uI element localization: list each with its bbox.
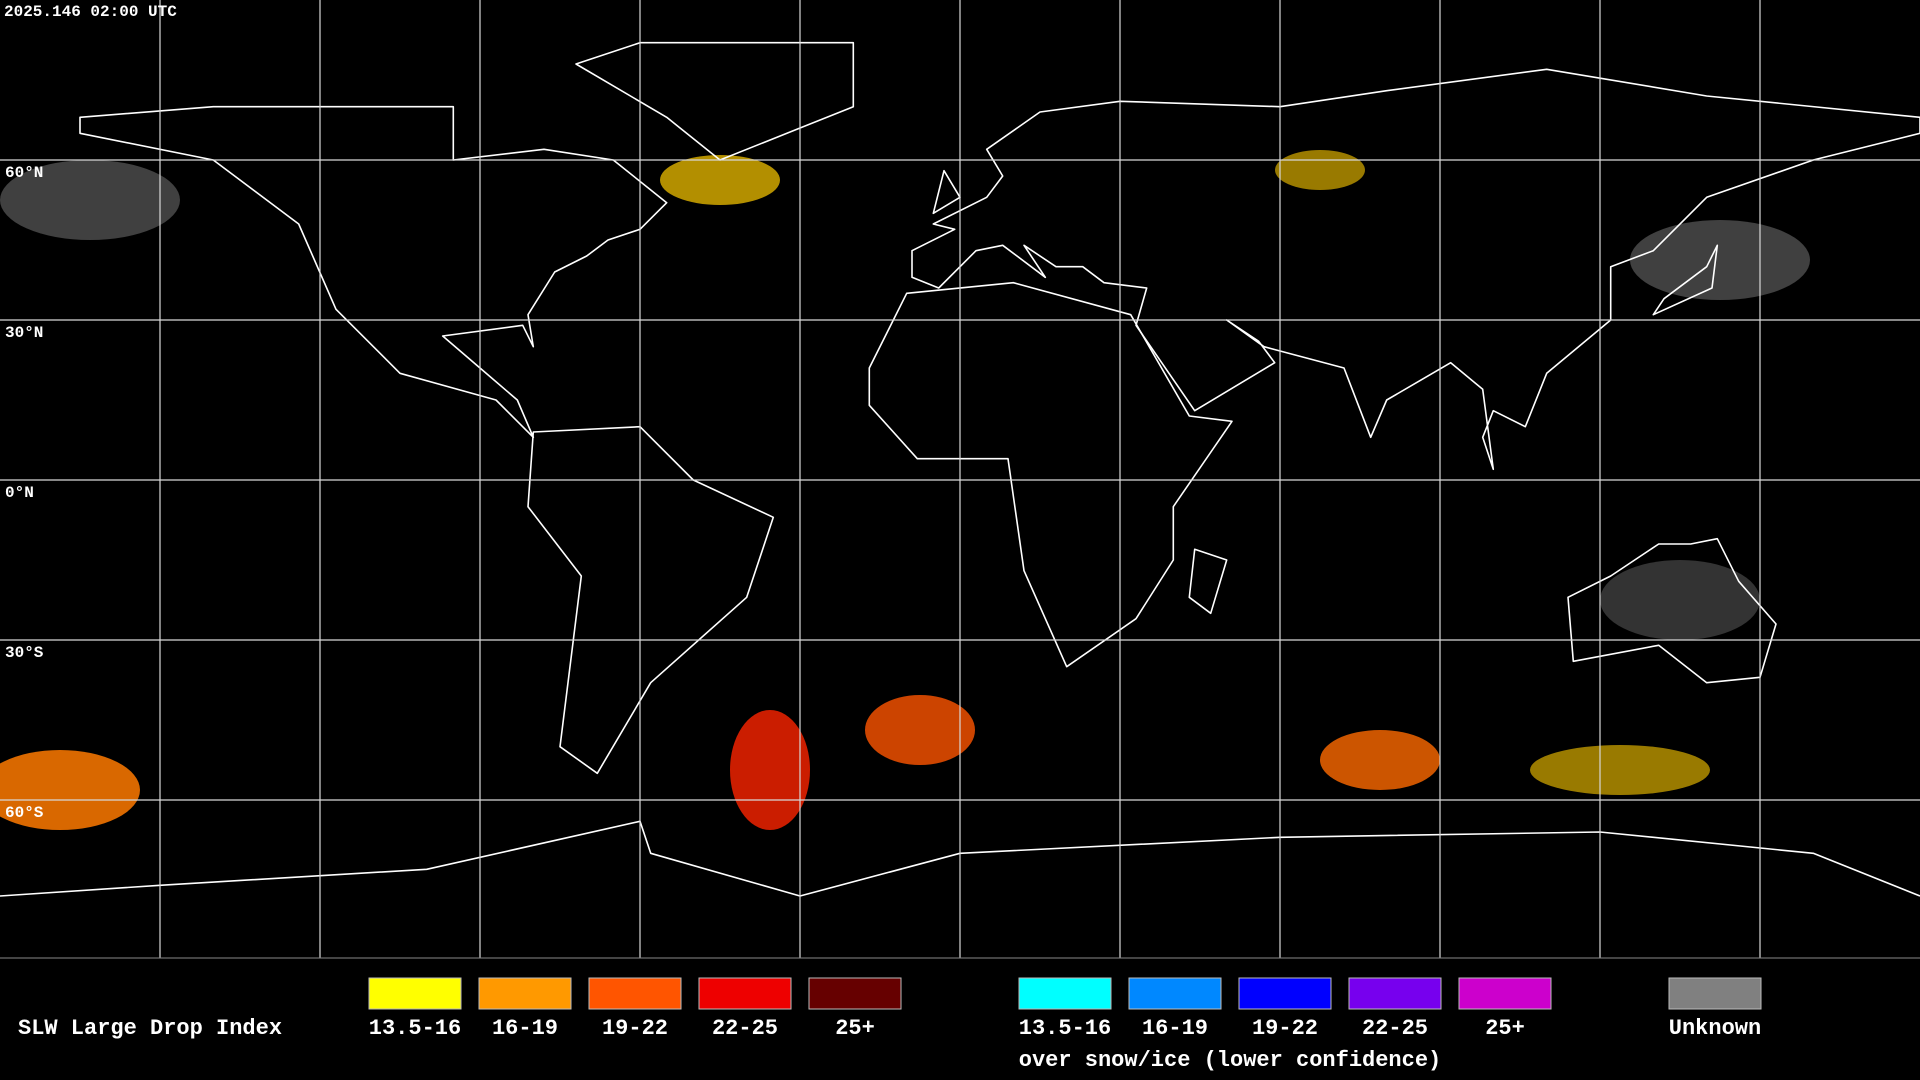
lat-label: 30°S	[5, 644, 44, 662]
legend-label: 16-19	[1142, 1016, 1208, 1041]
legend-swatch	[1128, 977, 1222, 1010]
coastline	[1188, 548, 1228, 615]
lat-label: 30°N	[5, 324, 43, 342]
legend-swatch	[1348, 977, 1442, 1010]
coastline	[1652, 244, 1719, 316]
coastline	[911, 68, 1920, 471]
lat-label: 60°S	[5, 804, 44, 822]
legend-swatch	[1018, 977, 1112, 1010]
legend-swatch	[478, 977, 572, 1010]
legend-label: 22-25	[1362, 1016, 1428, 1041]
legend-label: 13.5-16	[1019, 1016, 1111, 1041]
lat-label: 60°N	[5, 164, 43, 182]
legend-label: 25+	[835, 1016, 875, 1041]
timestamp: 2025.146 02:00 UTC	[4, 3, 177, 21]
legend-label: Unknown	[1669, 1016, 1761, 1041]
legend-label: 25+	[1485, 1016, 1525, 1041]
coastline	[932, 169, 961, 215]
legend-swatch	[698, 977, 792, 1010]
coastline	[527, 425, 775, 775]
coastline	[1567, 537, 1777, 684]
legend-title: SLW Large Drop Index	[18, 1016, 282, 1041]
legend-label: 22-25	[712, 1016, 778, 1041]
legend-swatch	[1238, 977, 1332, 1010]
legend-swatch	[368, 977, 462, 1010]
legend-swatch	[808, 977, 902, 1010]
coastline	[79, 105, 668, 439]
legend-label: 19-22	[602, 1016, 668, 1041]
legend-label: 19-22	[1252, 1016, 1318, 1041]
lat-label: 0°N	[5, 484, 34, 502]
legend-label: 16-19	[492, 1016, 558, 1041]
graticule	[0, 0, 1920, 959]
legend-label: 13.5-16	[369, 1016, 461, 1041]
legend-swatch	[1668, 977, 1762, 1010]
legend-swatch	[1458, 977, 1552, 1010]
snow-caption: over snow/ice (lower confidence)	[1019, 1048, 1441, 1073]
coastline	[868, 281, 1233, 668]
legend-swatch	[588, 977, 682, 1010]
